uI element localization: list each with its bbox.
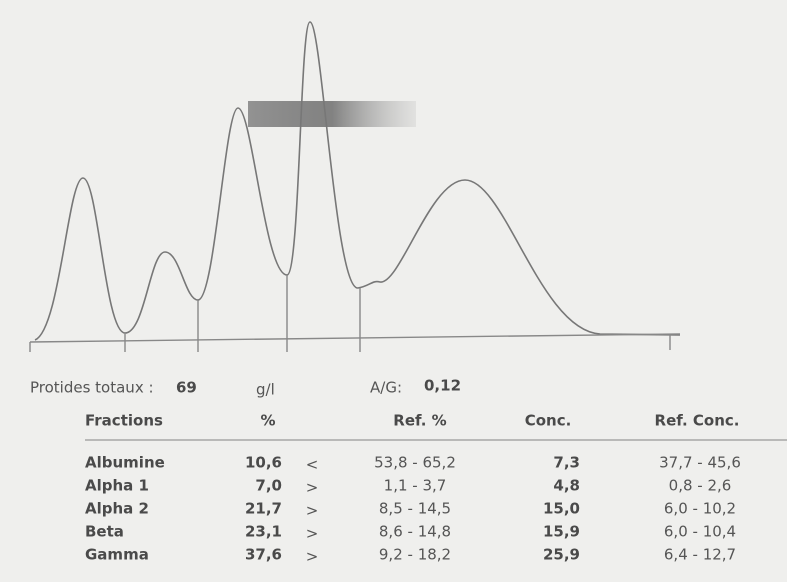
concentration: 4,8 [553,477,580,495]
column-header: Conc. [525,412,572,430]
ratio-value: 0,12 [424,377,461,395]
ref-percent: 1,1 - 3,7 [384,477,447,495]
column-header: Ref. Conc. [655,412,740,430]
percent: 10,6 [245,454,282,472]
ref-percent: 9,2 - 18,2 [379,546,451,564]
fraction-name: Alpha 1 [85,477,149,495]
concentration: 25,9 [543,546,580,564]
total-unit: g/l [256,381,275,399]
percent: 37,6 [245,546,282,564]
column-header: Ref. % [393,412,446,430]
percent: 21,7 [245,500,282,518]
report: Protides totaux : 69 g/l A/G: 0,12 Fract… [0,0,787,582]
ref-percent: 8,5 - 14,5 [379,500,451,518]
concentration: 15,9 [543,523,580,541]
column-header: Fractions [85,412,163,430]
ref-percent: 53,8 - 65,2 [374,454,456,472]
fraction-name: Beta [85,523,124,541]
ref-concentration: 6,0 - 10,4 [664,523,736,541]
column-header: % [260,412,275,430]
concentration: 15,0 [543,500,580,518]
ref-concentration: 6,4 - 12,7 [664,546,736,564]
total-value: 69 [176,379,197,397]
total-label: Protides totaux : [30,379,154,397]
ref-concentration: 6,0 - 10,2 [664,500,736,518]
gel-strip [248,101,416,127]
percent: 23,1 [245,523,282,541]
ref-concentration: 0,8 - 2,6 [669,477,732,495]
comparator: > [306,525,319,543]
fraction-name: Gamma [85,546,149,564]
comparator: > [306,479,319,497]
comparator: > [306,502,319,520]
ref-concentration: 37,7 - 45,6 [659,454,741,472]
percent: 7,0 [255,477,282,495]
comparator: > [306,548,319,566]
ratio-label: A/G: [370,379,402,397]
comparator: < [306,456,319,474]
fraction-name: Alpha 2 [85,500,149,518]
concentration: 7,3 [553,454,580,472]
paper [0,0,787,582]
ref-percent: 8,6 - 14,8 [379,523,451,541]
fraction-name: Albumine [85,454,165,472]
